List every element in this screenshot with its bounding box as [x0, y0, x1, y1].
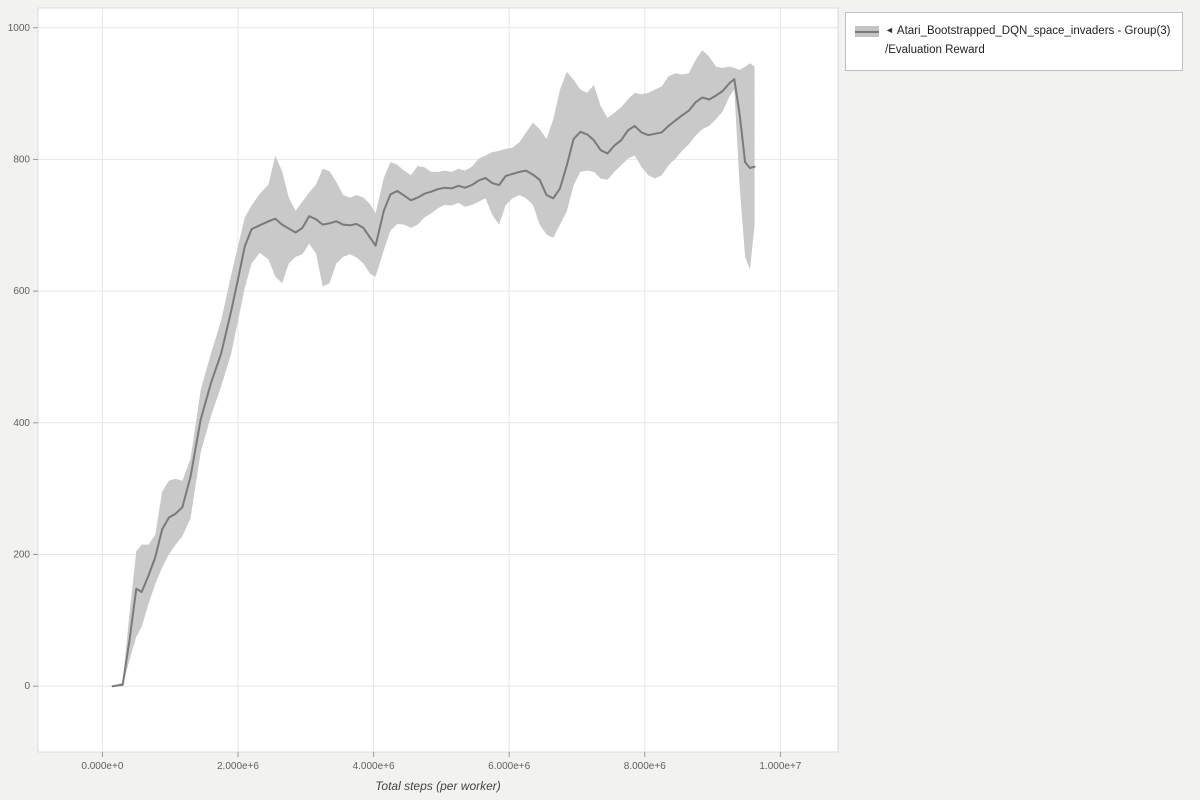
chart-container: 0.000e+0 2.000e+6 4.000e+6 6.000e+6 8.000e+6…	[8, 7, 839, 793]
series-band	[112, 50, 755, 687]
legend-label: ◄ Atari_Bootstrapped_DQN_space_invaders -…	[885, 22, 1173, 60]
plot-area	[38, 8, 838, 752]
x-tick-label: 1.000e+7	[759, 761, 801, 772]
x-tick-label: 0.000e+0	[81, 761, 123, 772]
y-tick-label: 200	[13, 549, 30, 560]
series-line	[111, 78, 756, 688]
legend-collapse-icon[interactable]: ◄	[885, 25, 894, 35]
x-tick-label: 6.000e+6	[488, 761, 530, 772]
legend-swatch-band-icon	[855, 26, 879, 37]
x-tick-label: 2.000e+6	[217, 761, 259, 772]
legend-card: ◄ Atari_Bootstrapped_DQN_space_invaders -…	[845, 12, 1183, 71]
x-axis-title: Total steps (per worker)	[375, 779, 501, 793]
plot-border	[37, 7, 839, 753]
y-tick-label: 0	[24, 681, 30, 692]
tick-marks	[33, 27, 781, 757]
x-tick-label: 4.000e+6	[353, 761, 395, 772]
x-tick-label: 8.000e+6	[624, 761, 666, 772]
y-tick-label: 800	[13, 154, 30, 165]
tick-labels: 0.000e+0 2.000e+6 4.000e+6 6.000e+6 8.000e+6…	[8, 23, 802, 772]
legend-item[interactable]: ◄ Atari_Bootstrapped_DQN_space_invaders -…	[855, 22, 1173, 60]
legend-series-name: Atari_Bootstrapped_DQN_space_invaders - …	[896, 25, 1171, 37]
y-tick-label: 600	[13, 286, 30, 297]
legend-swatch-line-icon	[855, 30, 879, 33]
gridlines	[38, 8, 838, 752]
legend-series-subtitle: /Evaluation Reward	[885, 43, 985, 56]
chart-canvas: 0.000e+0 2.000e+6 4.000e+6 6.000e+6 8.000e+6…	[8, 7, 839, 793]
y-tick-label: 400	[13, 418, 30, 429]
y-tick-label: 1000	[8, 23, 31, 34]
